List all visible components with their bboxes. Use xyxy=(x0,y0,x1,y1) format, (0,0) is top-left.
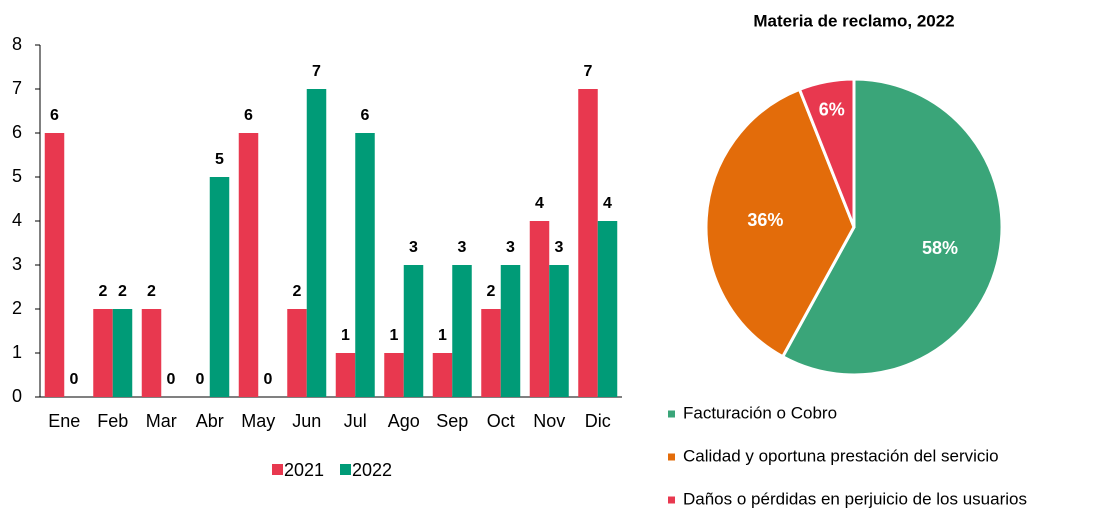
data-label: 1 xyxy=(341,327,350,344)
data-label: 2 xyxy=(99,283,108,300)
x-tick-label: Jun xyxy=(292,411,321,431)
data-label: 3 xyxy=(458,239,467,256)
legend-label: Calidad y oportuna prestación del servic… xyxy=(683,446,999,465)
data-label: 3 xyxy=(555,239,564,256)
bar xyxy=(403,265,424,397)
x-tick-label: Abr xyxy=(196,411,224,431)
data-label: 3 xyxy=(506,239,515,256)
data-label: 2 xyxy=(147,283,156,300)
x-tick-label: Oct xyxy=(487,411,515,431)
y-tick-label: 7 xyxy=(12,78,22,98)
bar xyxy=(335,353,356,397)
bar xyxy=(529,221,550,397)
pie-slice xyxy=(797,77,856,228)
data-label: 0 xyxy=(264,371,273,388)
slice-label: 36% xyxy=(747,210,783,230)
data-label: 0 xyxy=(70,371,79,388)
data-label: 7 xyxy=(312,63,321,80)
bar xyxy=(384,353,404,397)
bar xyxy=(432,353,453,397)
legend-label: 2021 xyxy=(284,460,324,480)
legend-swatch xyxy=(668,496,675,504)
data-label: 1 xyxy=(438,327,447,344)
bar xyxy=(578,89,598,397)
legend-label: Daños o pérdidas en perjuicio de los usu… xyxy=(683,489,1027,508)
legend-swatch xyxy=(340,464,351,475)
x-tick-label: Ene xyxy=(48,411,80,431)
bar xyxy=(238,133,259,397)
data-label: 2 xyxy=(118,283,127,300)
data-label: 1 xyxy=(390,327,399,344)
data-label: 2 xyxy=(487,283,496,300)
y-tick-label: 5 xyxy=(12,166,22,186)
slice-label: 58% xyxy=(922,238,958,258)
bar xyxy=(481,309,501,397)
bar xyxy=(93,309,113,397)
pie-title: Materia de reclamo, 2022 xyxy=(753,11,954,30)
data-label: 7 xyxy=(584,63,593,80)
bar xyxy=(549,265,569,397)
bar xyxy=(44,133,65,397)
y-tick-label: 6 xyxy=(12,122,22,142)
bar xyxy=(452,265,472,397)
bar xyxy=(306,89,327,397)
y-tick-label: 8 xyxy=(12,34,22,54)
slice-label: 6% xyxy=(819,99,845,119)
x-tick-label: Sep xyxy=(436,411,468,431)
x-tick-label: Nov xyxy=(533,411,565,431)
y-tick-label: 2 xyxy=(12,298,22,318)
pie-slice xyxy=(704,87,856,359)
x-tick-label: Mar xyxy=(146,411,177,431)
bar xyxy=(209,177,230,397)
data-label: 5 xyxy=(215,151,224,168)
bar xyxy=(112,309,133,397)
y-tick-label: 0 xyxy=(12,386,22,406)
y-tick-label: 3 xyxy=(12,254,22,274)
y-tick-label: 1 xyxy=(12,342,22,362)
x-tick-label: Jul xyxy=(344,411,367,431)
data-label: 2 xyxy=(293,283,302,300)
bar xyxy=(287,309,307,397)
pie-slice xyxy=(780,77,1004,377)
data-label: 6 xyxy=(361,107,370,124)
x-tick-label: Ago xyxy=(388,411,420,431)
data-label: 4 xyxy=(603,195,612,212)
data-label: 4 xyxy=(535,195,544,212)
data-label: 0 xyxy=(167,371,176,388)
bar xyxy=(141,309,162,397)
bar xyxy=(355,133,375,397)
data-label: 0 xyxy=(196,371,205,388)
x-tick-label: May xyxy=(241,411,275,431)
bar xyxy=(500,265,521,397)
data-label: 6 xyxy=(50,107,59,124)
data-label: 6 xyxy=(244,107,253,124)
legend-swatch xyxy=(668,453,675,461)
legend-label: 2022 xyxy=(352,460,392,480)
legend-swatch xyxy=(668,410,675,418)
y-tick-label: 4 xyxy=(12,210,22,230)
x-tick-label: Feb xyxy=(97,411,128,431)
x-tick-label: Dic xyxy=(585,411,611,431)
bar xyxy=(597,221,618,397)
legend-label: Facturación o Cobro xyxy=(683,403,837,422)
data-label: 3 xyxy=(409,239,418,256)
legend-swatch xyxy=(272,464,283,475)
